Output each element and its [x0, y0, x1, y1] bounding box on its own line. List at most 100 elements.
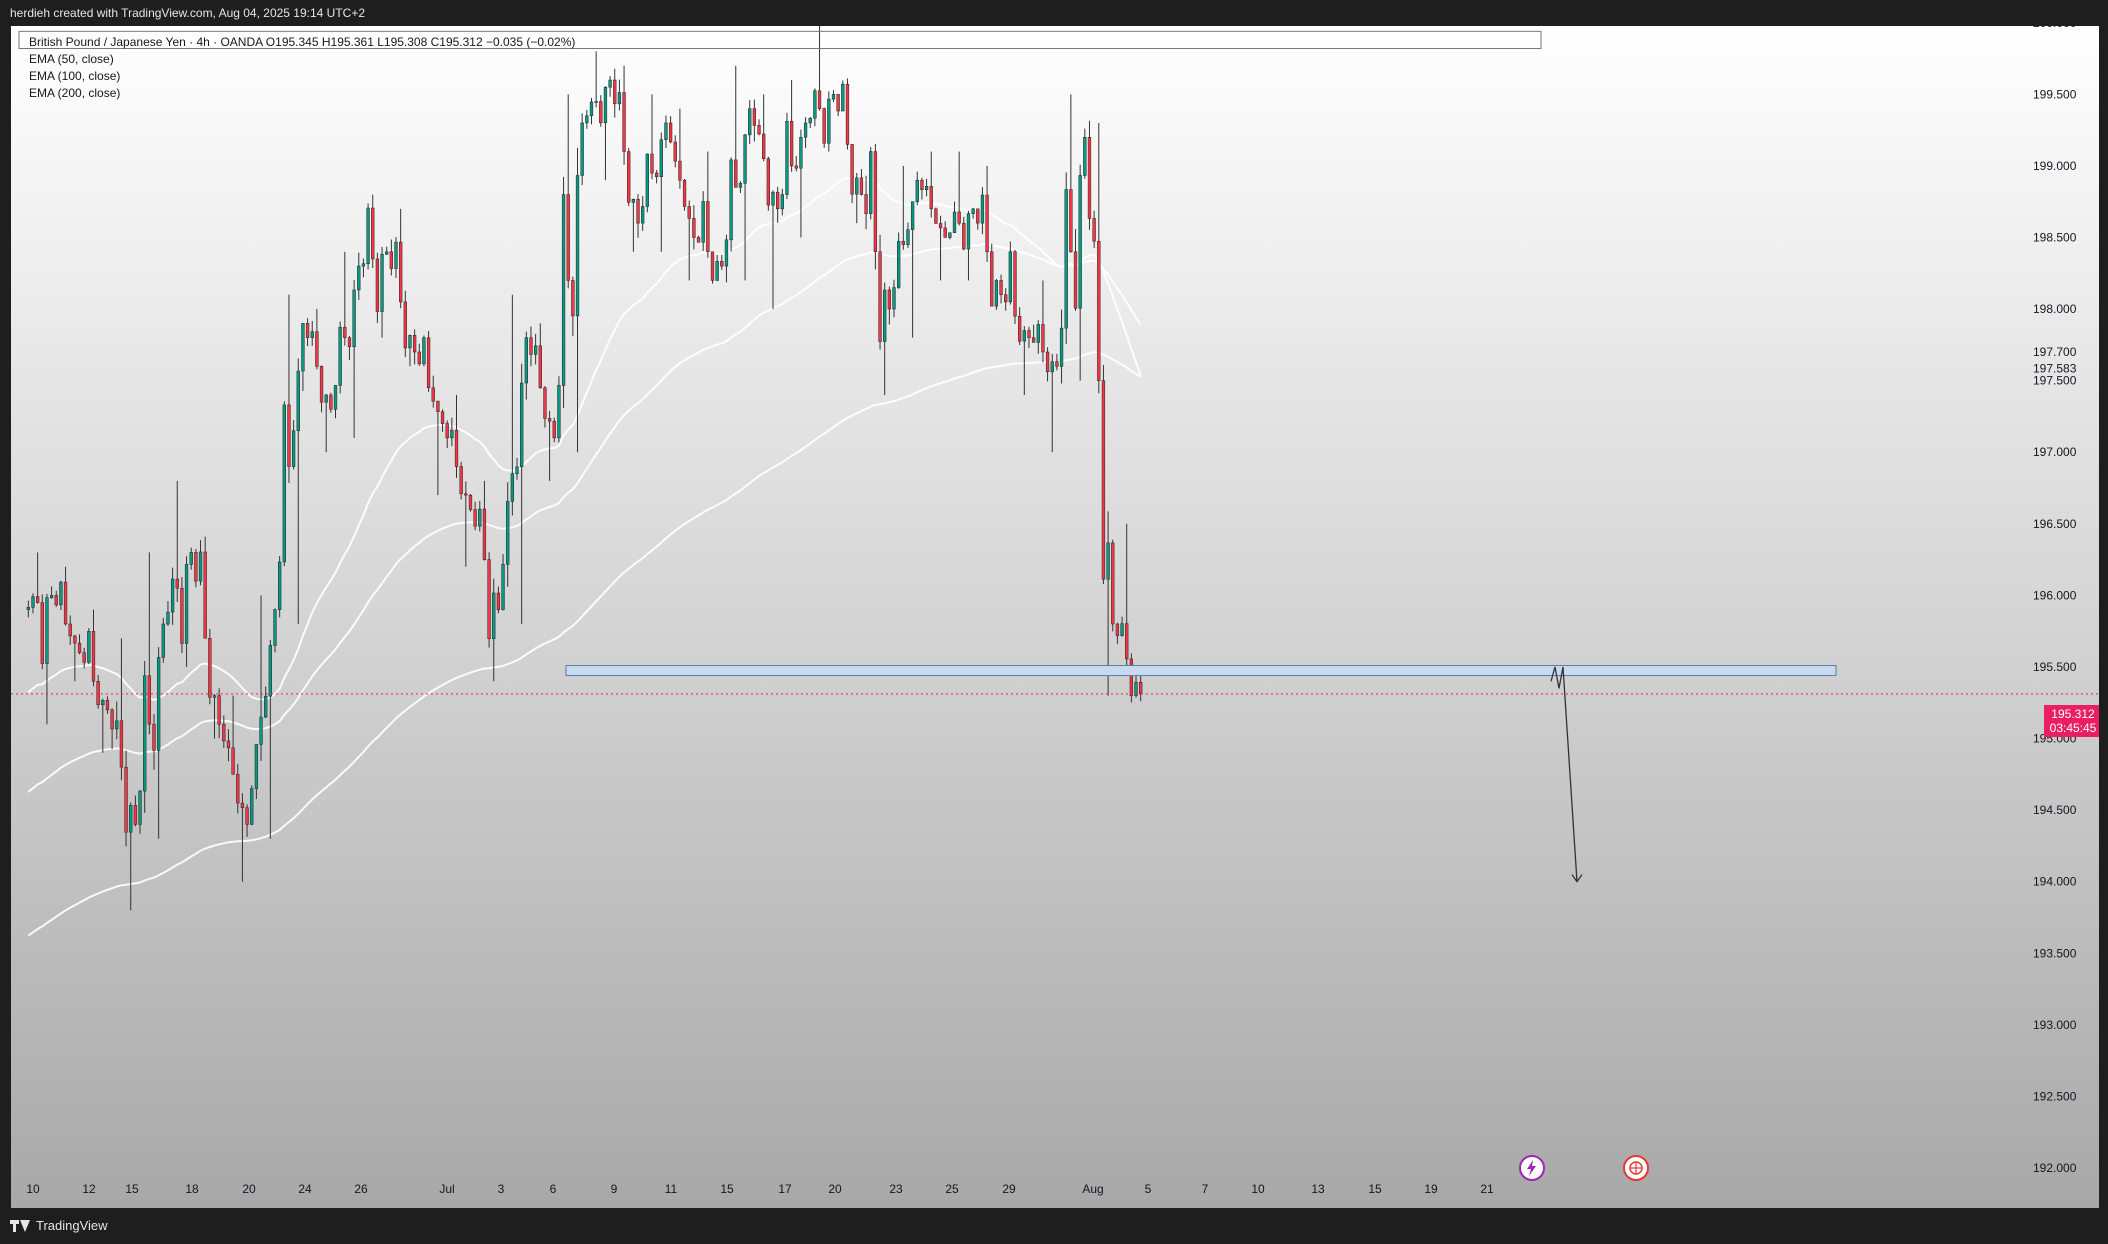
ema-100-line [27, 243, 1142, 793]
candle-body [552, 420, 556, 439]
candle-body [1111, 542, 1115, 625]
candle-body [49, 595, 54, 599]
candles [26, 26, 1143, 911]
candle-body [883, 289, 887, 342]
candle-body [589, 101, 594, 117]
tradingview-logo-icon [10, 1220, 30, 1232]
candle-body [250, 788, 254, 825]
candle-body [845, 83, 850, 145]
candle-body [226, 740, 231, 749]
candle-body [864, 194, 868, 214]
time-tick-label: 20 [242, 1182, 256, 1196]
ema-200-legend[interactable]: EMA (200, close) [29, 86, 121, 100]
candle-body [924, 186, 929, 191]
candle-body [678, 160, 682, 181]
candle-body [1050, 361, 1054, 373]
candle-body [762, 133, 766, 159]
candle-body [673, 141, 677, 162]
time-axis[interactable]: 10 12 15 18 20 24 26 Jul 3 6 9 11 15 17 20 23 25 29 Aug 5 7 1… [26, 1182, 1494, 1196]
candle-body [1106, 542, 1110, 580]
candle-body [976, 208, 980, 224]
candle-body [943, 227, 947, 238]
price-tick-label: 193.000 [2033, 1018, 2077, 1032]
symbol-ohlc-line[interactable]: British Pound / Japanese Yen · 4h · OAND… [29, 35, 576, 49]
candle-body [96, 681, 100, 706]
economic-event-flag-icon[interactable] [1623, 1155, 1649, 1181]
time-tick-label: 23 [889, 1182, 903, 1196]
candle-body [962, 222, 966, 250]
candle-body [743, 134, 747, 184]
ema-100-legend[interactable]: EMA (100, close) [29, 69, 121, 83]
candle-body [571, 280, 575, 317]
indicator-axis-label: 197.700 [2033, 345, 2077, 359]
candle-body [101, 700, 105, 706]
candle-body [910, 201, 915, 230]
time-tick-label: 11 [665, 1182, 678, 1196]
price-tick-label: 199.000 [2033, 159, 2077, 173]
candle-body [785, 121, 789, 195]
candle-body [1027, 330, 1031, 338]
candle-body [445, 423, 449, 439]
candle-body [776, 191, 780, 210]
ema-50-legend[interactable]: EMA (50, close) [29, 52, 114, 66]
drawings[interactable] [11, 30, 2099, 883]
candle-body [91, 631, 96, 682]
candle-body [147, 675, 151, 725]
candle-body [152, 723, 156, 751]
candle-body [897, 240, 901, 288]
candle-body [63, 581, 68, 625]
candle-body [119, 720, 124, 768]
support-zone [565, 665, 1837, 677]
candle-body [222, 723, 226, 742]
candle-body [915, 179, 919, 202]
chart-pane[interactable]: 200.000 199.500 199.000 198.500 198.000 197.5… [11, 26, 2099, 1208]
candle-body [478, 508, 482, 527]
candle-body [310, 331, 314, 338]
candle-body [1101, 380, 1106, 580]
candle-body [115, 720, 119, 730]
time-tick-label: 25 [945, 1182, 959, 1196]
candle-body [492, 592, 496, 639]
candle-body [1008, 251, 1013, 303]
candle-body [231, 747, 235, 775]
candle-body [1078, 175, 1082, 309]
ema-lines [27, 176, 1142, 937]
candle-body [687, 206, 691, 219]
candle-body [701, 201, 705, 243]
candle-body [161, 623, 165, 658]
candle-body [240, 802, 245, 808]
price-tick-label: 199.500 [2033, 87, 2077, 101]
candle-body [236, 774, 240, 804]
candle-body [524, 337, 528, 384]
candle-body [850, 144, 854, 195]
candle-body [352, 289, 356, 348]
time-tick-label: 17 [778, 1182, 792, 1196]
earnings-lightning-icon[interactable] [1519, 1155, 1545, 1181]
candle-body [561, 194, 566, 386]
candle-body [319, 366, 324, 403]
candle-body [659, 139, 663, 178]
candle-body [506, 501, 510, 565]
candle-body [170, 578, 175, 613]
candle-body [1073, 251, 1078, 309]
price-axis[interactable]: 200.000 199.500 199.000 198.500 198.000 197.5… [2033, 26, 2077, 1175]
candle-body [45, 597, 49, 664]
tradingview-logo[interactable]: TradingView [10, 1208, 108, 1244]
candle-body [906, 229, 910, 245]
projection-path [1550, 666, 1578, 882]
candle-body [603, 86, 608, 124]
candle-body [724, 239, 729, 267]
candle-body [35, 596, 40, 603]
price-chart[interactable]: 200.000 199.500 199.000 198.500 198.000 197.5… [11, 26, 2099, 1208]
candle-body [757, 125, 761, 135]
candle-body [1120, 623, 1124, 636]
candle-body [464, 493, 468, 496]
candle-body [878, 251, 882, 342]
candle-body [422, 337, 426, 365]
price-tick-label: 196.000 [2033, 588, 2077, 602]
candle-body [1087, 137, 1092, 219]
candle-body [892, 287, 896, 310]
candle-body [282, 404, 286, 563]
candle-body [338, 326, 342, 386]
candle-body [68, 623, 72, 637]
